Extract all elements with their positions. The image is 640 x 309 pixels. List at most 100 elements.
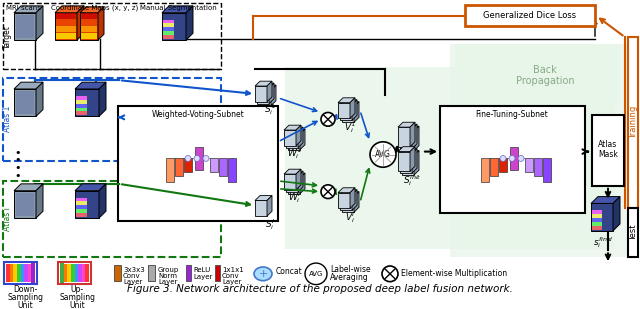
Bar	[80, 13, 98, 40]
Polygon shape	[16, 91, 34, 114]
Polygon shape	[340, 190, 357, 195]
Polygon shape	[14, 184, 43, 191]
Text: Unit: Unit	[17, 301, 33, 309]
Text: •: •	[15, 148, 21, 158]
Polygon shape	[92, 44, 620, 249]
Text: Mask: Mask	[598, 150, 618, 159]
Bar	[288, 178, 300, 194]
Polygon shape	[80, 7, 104, 13]
Bar	[465, 5, 595, 26]
Text: $V_i^I$: $V_i^I$	[345, 210, 355, 225]
Polygon shape	[412, 124, 417, 149]
Bar	[31, 263, 35, 283]
Text: ReLU: ReLU	[193, 267, 211, 273]
Text: $V_i^1$: $V_i^1$	[344, 120, 356, 135]
Polygon shape	[288, 173, 305, 178]
Bar	[284, 130, 296, 146]
Bar	[55, 13, 77, 40]
Polygon shape	[259, 85, 276, 90]
Bar	[60, 264, 63, 281]
Text: Sampling: Sampling	[7, 293, 43, 302]
Polygon shape	[269, 83, 274, 104]
Polygon shape	[76, 205, 87, 209]
Polygon shape	[352, 190, 357, 210]
Polygon shape	[99, 184, 106, 218]
Circle shape	[185, 155, 191, 161]
Circle shape	[500, 155, 506, 161]
Bar	[402, 131, 414, 150]
Bar	[525, 159, 533, 172]
Bar	[28, 264, 31, 281]
Bar	[228, 159, 236, 182]
Polygon shape	[284, 169, 301, 174]
Polygon shape	[81, 26, 97, 32]
Polygon shape	[342, 102, 359, 107]
Bar	[450, 44, 628, 257]
Polygon shape	[271, 200, 276, 220]
Polygon shape	[340, 100, 357, 105]
Polygon shape	[186, 6, 193, 40]
Bar	[114, 265, 121, 281]
Text: Norm: Norm	[158, 273, 177, 279]
Polygon shape	[55, 6, 84, 13]
Polygon shape	[163, 28, 174, 31]
Polygon shape	[296, 125, 301, 146]
Ellipse shape	[254, 267, 272, 281]
Bar	[440, 106, 585, 213]
Polygon shape	[592, 218, 602, 222]
Polygon shape	[267, 81, 272, 102]
Polygon shape	[77, 6, 84, 40]
Circle shape	[518, 155, 524, 161]
Text: Propagation: Propagation	[516, 76, 574, 86]
Text: Generalized Dice Loss: Generalized Dice Loss	[483, 11, 577, 20]
Bar	[288, 134, 300, 150]
Bar	[499, 159, 507, 172]
Bar	[186, 265, 191, 281]
Polygon shape	[354, 102, 359, 122]
Bar	[63, 264, 67, 281]
Text: +: +	[259, 269, 268, 279]
Bar	[166, 159, 174, 182]
Bar	[31, 264, 35, 281]
Text: Atlas i: Atlas i	[3, 207, 12, 231]
Polygon shape	[162, 6, 193, 13]
Bar	[67, 264, 71, 281]
Bar	[85, 264, 89, 281]
Bar	[284, 174, 296, 190]
Text: Atlas 1: Atlas 1	[3, 106, 12, 133]
Polygon shape	[613, 197, 620, 231]
Text: Layer: Layer	[193, 274, 212, 280]
Polygon shape	[163, 23, 174, 28]
Text: MRI scans: MRI scans	[6, 5, 40, 11]
Bar	[398, 152, 410, 171]
Circle shape	[321, 112, 335, 126]
Polygon shape	[342, 192, 359, 197]
Text: Group: Group	[158, 267, 179, 273]
Polygon shape	[414, 150, 419, 175]
Circle shape	[194, 155, 200, 161]
Polygon shape	[286, 171, 303, 176]
Polygon shape	[338, 98, 355, 103]
Bar	[286, 132, 298, 148]
Bar	[3, 181, 221, 257]
Text: $S_i^I$: $S_i^I$	[265, 218, 275, 232]
Bar	[3, 3, 221, 70]
Polygon shape	[414, 126, 419, 150]
Polygon shape	[296, 169, 301, 190]
Polygon shape	[257, 83, 274, 88]
Text: Target: Target	[3, 25, 12, 49]
Text: 1x1x1: 1x1x1	[222, 267, 244, 273]
Circle shape	[509, 155, 515, 161]
Bar	[481, 159, 489, 182]
Bar	[400, 129, 412, 149]
Text: Down-: Down-	[13, 285, 37, 294]
Polygon shape	[398, 122, 415, 127]
Text: Up-: Up-	[70, 285, 84, 294]
Polygon shape	[257, 197, 274, 202]
Bar	[219, 159, 227, 176]
Polygon shape	[56, 19, 76, 25]
Text: AVG: AVG	[309, 271, 323, 277]
Bar	[184, 159, 192, 172]
Bar	[210, 159, 218, 172]
Polygon shape	[56, 13, 76, 19]
